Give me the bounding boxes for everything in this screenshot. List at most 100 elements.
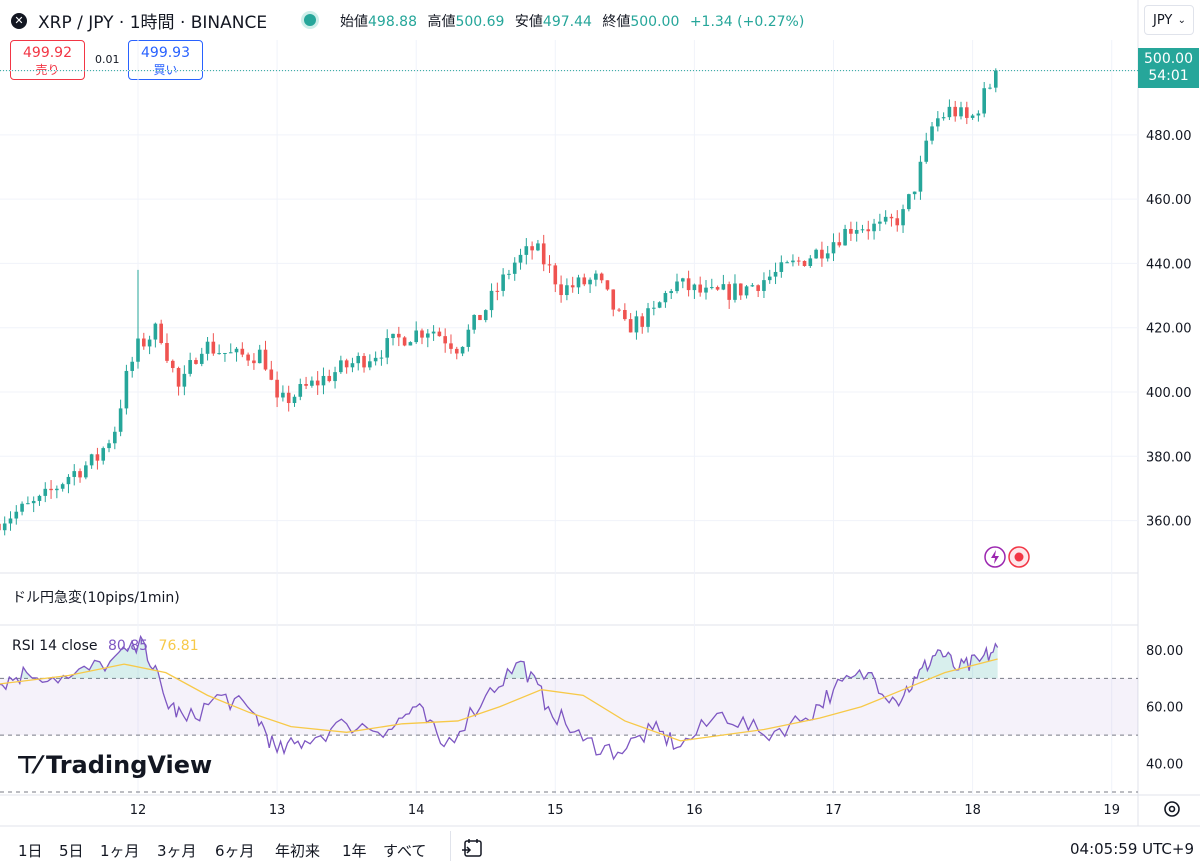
- candle-body: [599, 273, 604, 281]
- candle-body: [756, 285, 760, 291]
- rsi-ma-value: 76.81: [158, 638, 199, 654]
- timeframe-button[interactable]: 1日: [18, 842, 43, 860]
- candle-body: [333, 372, 337, 382]
- candle-body: [709, 287, 714, 289]
- timeframe-button[interactable]: 6ヶ月: [215, 842, 255, 860]
- candle-body: [959, 107, 963, 117]
- candlestick-series: [0, 68, 998, 536]
- price-axis: 360.00 380.00 400.00 420.00 440.00 460.00 480.…: [1146, 129, 1192, 530]
- candle-body: [507, 273, 511, 275]
- ohlc-readout: 始値498.88 高値500.69 安値497.44 終値500.00 +1.3…: [340, 11, 810, 31]
- candle-body: [646, 308, 650, 327]
- candle-body: [321, 375, 326, 386]
- candle-body: [223, 352, 227, 354]
- timeframe-button[interactable]: 3ヶ月: [157, 842, 197, 860]
- currency-select[interactable]: JPY ⌄: [1144, 5, 1194, 35]
- candle-body: [657, 302, 662, 308]
- candle-body: [796, 260, 801, 262]
- candle-body: [530, 246, 534, 251]
- timeframe-button[interactable]: 1ヶ月: [100, 842, 140, 860]
- candle-body: [211, 341, 216, 354]
- candle-body: [767, 276, 772, 281]
- candle-body: [130, 361, 135, 371]
- timeframe-button[interactable]: 5日: [59, 842, 84, 860]
- candle-body: [588, 279, 592, 285]
- last-price-value: 500.00: [1144, 51, 1193, 67]
- symbol-title[interactable]: XRP / JPY · 1時間 · BINANCE: [38, 13, 268, 33]
- candle-body: [159, 323, 163, 344]
- candle-body: [681, 278, 685, 282]
- candle-body: [420, 330, 424, 338]
- candle-body: [965, 107, 969, 118]
- price-grid: [0, 0, 1200, 827]
- open-value: 498.88: [368, 14, 417, 30]
- candle-body: [617, 309, 621, 311]
- buy-button[interactable]: 499.93 買い: [128, 40, 203, 80]
- tradingview-logo[interactable]: ⊤⁄ TradingView: [16, 751, 212, 779]
- candle-body: [466, 329, 471, 347]
- candle-body: [843, 228, 847, 246]
- candle-body: [582, 277, 587, 285]
- fx-alert-indicator-label[interactable]: ドル円急変(10pips/1min): [12, 590, 180, 606]
- candle-body: [820, 249, 824, 259]
- market-status-icon: [304, 14, 316, 26]
- toolbar-divider: [450, 831, 451, 861]
- candle-body: [930, 126, 934, 141]
- timeframe-button[interactable]: すべて: [383, 842, 427, 860]
- candle-body: [153, 323, 158, 340]
- time-axis: 12 13 14 15 16 17 18 19: [130, 803, 1120, 818]
- timeframe-button[interactable]: 年初来: [275, 842, 321, 860]
- candle-body: [652, 307, 656, 309]
- candle-body: [362, 355, 366, 368]
- clock-timezone[interactable]: 04:05:59 UTC+9: [1070, 840, 1194, 858]
- time-tick-label: 12: [130, 803, 147, 818]
- candle-body: [246, 354, 250, 361]
- candle-body: [924, 140, 929, 162]
- change-value: +1.34 (+0.27%): [689, 14, 805, 30]
- candle-body: [576, 277, 581, 288]
- candle-body: [883, 216, 888, 222]
- candle-body: [72, 471, 77, 477]
- lightning-icon[interactable]: [984, 546, 1006, 568]
- candle-body: [808, 258, 813, 266]
- buy-label: 買い: [153, 63, 178, 77]
- candle-body: [982, 88, 986, 114]
- sell-label: 売り: [35, 63, 60, 77]
- time-tick-label: 15: [547, 803, 564, 818]
- candle-body: [483, 310, 488, 321]
- candle-body: [773, 271, 778, 277]
- rsi-tick-label: 40.00: [1146, 758, 1183, 773]
- record-icon[interactable]: [1008, 546, 1030, 568]
- candle-body: [611, 289, 616, 310]
- go-to-date-icon[interactable]: [461, 836, 485, 860]
- candle-body: [188, 360, 192, 374]
- close-label: 終値: [602, 14, 631, 30]
- candle-body: [669, 291, 674, 294]
- rsi-indicator-label[interactable]: RSI 14 close 80.85 76.81: [12, 638, 199, 654]
- close-value: 500.00: [630, 14, 680, 30]
- candle-body: [541, 243, 546, 265]
- close-icon[interactable]: ✕: [11, 13, 27, 29]
- candle-body: [113, 431, 117, 444]
- candle-body: [721, 284, 726, 290]
- sell-button[interactable]: 499.92 売り: [10, 40, 85, 80]
- candle-body: [941, 117, 946, 119]
- candle-body: [344, 360, 349, 368]
- gear-icon[interactable]: [1162, 799, 1182, 819]
- timeframe-button[interactable]: 1年: [342, 842, 367, 860]
- currency-value: JPY: [1153, 13, 1173, 28]
- candle-body: [49, 488, 53, 491]
- candle-body: [854, 229, 859, 234]
- candle-body: [170, 360, 175, 369]
- candle-body: [2, 523, 7, 531]
- candle-body: [37, 495, 42, 501]
- last-price-label: 500.00 54:01: [1138, 48, 1199, 88]
- candle-body: [692, 284, 697, 291]
- candle-body: [501, 274, 505, 291]
- time-tick-label: 19: [1103, 803, 1120, 818]
- candle-body: [970, 115, 975, 118]
- candle-body: [640, 316, 645, 327]
- candle-body: [605, 280, 610, 290]
- candle-body: [738, 283, 743, 296]
